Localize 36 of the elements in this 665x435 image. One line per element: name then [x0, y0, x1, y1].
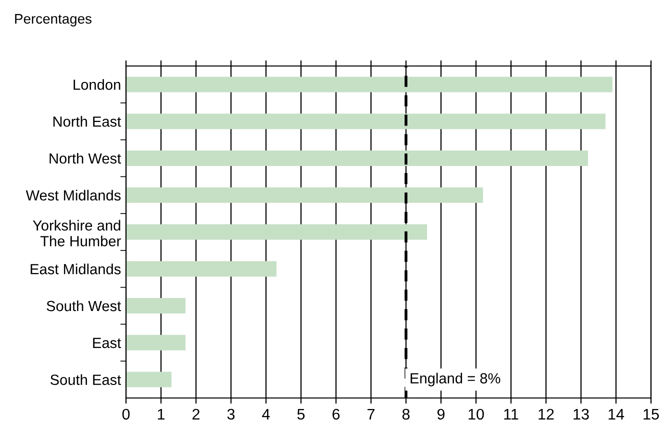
- y-tick-label: Yorkshire and The Humber: [32, 220, 121, 246]
- bar: [126, 298, 186, 314]
- y-tick-label: West Midlands: [26, 190, 121, 201]
- x-tick-label: 4: [262, 408, 270, 420]
- bar: [126, 187, 483, 203]
- y-tick-label: South East: [50, 374, 122, 385]
- bar: [126, 372, 172, 388]
- x-tick-label: 3: [227, 408, 235, 420]
- y-tick-label: North West: [50, 152, 122, 164]
- bar: [126, 114, 606, 130]
- x-tick-label: 15: [644, 408, 659, 420]
- x-axis-title: Percentages: [15, 14, 92, 26]
- x-tick-label: 1: [158, 408, 165, 420]
- x-tick-label: 10: [468, 408, 484, 420]
- x-tick-label: 12: [538, 408, 554, 420]
- bar: [126, 150, 588, 166]
- y-tick-label: East: [93, 338, 122, 348]
- x-tick-label: 2: [192, 408, 200, 420]
- x-tick-label: 7: [368, 408, 374, 420]
- x-tick-label: 5: [297, 408, 305, 420]
- x-tick-label: 6: [332, 408, 340, 420]
- y-tick-label: East Midlands: [30, 264, 121, 274]
- y-tick-label: South West: [46, 300, 122, 312]
- x-tick-label: 14: [608, 408, 624, 420]
- y-tick-label: London: [74, 79, 120, 90]
- bar: [126, 224, 427, 240]
- bar: [126, 76, 612, 92]
- ref-line-label: England = 8%: [410, 372, 500, 386]
- x-tick-label: 9: [437, 408, 445, 420]
- x-tick-label: 0: [122, 408, 130, 420]
- bar: [126, 334, 186, 350]
- x-tick-label: 13: [574, 408, 589, 420]
- x-tick-label: 8: [402, 408, 410, 420]
- y-tick-label: North East: [53, 116, 122, 127]
- x-tick-label: 11: [504, 408, 518, 420]
- bar: [126, 261, 276, 277]
